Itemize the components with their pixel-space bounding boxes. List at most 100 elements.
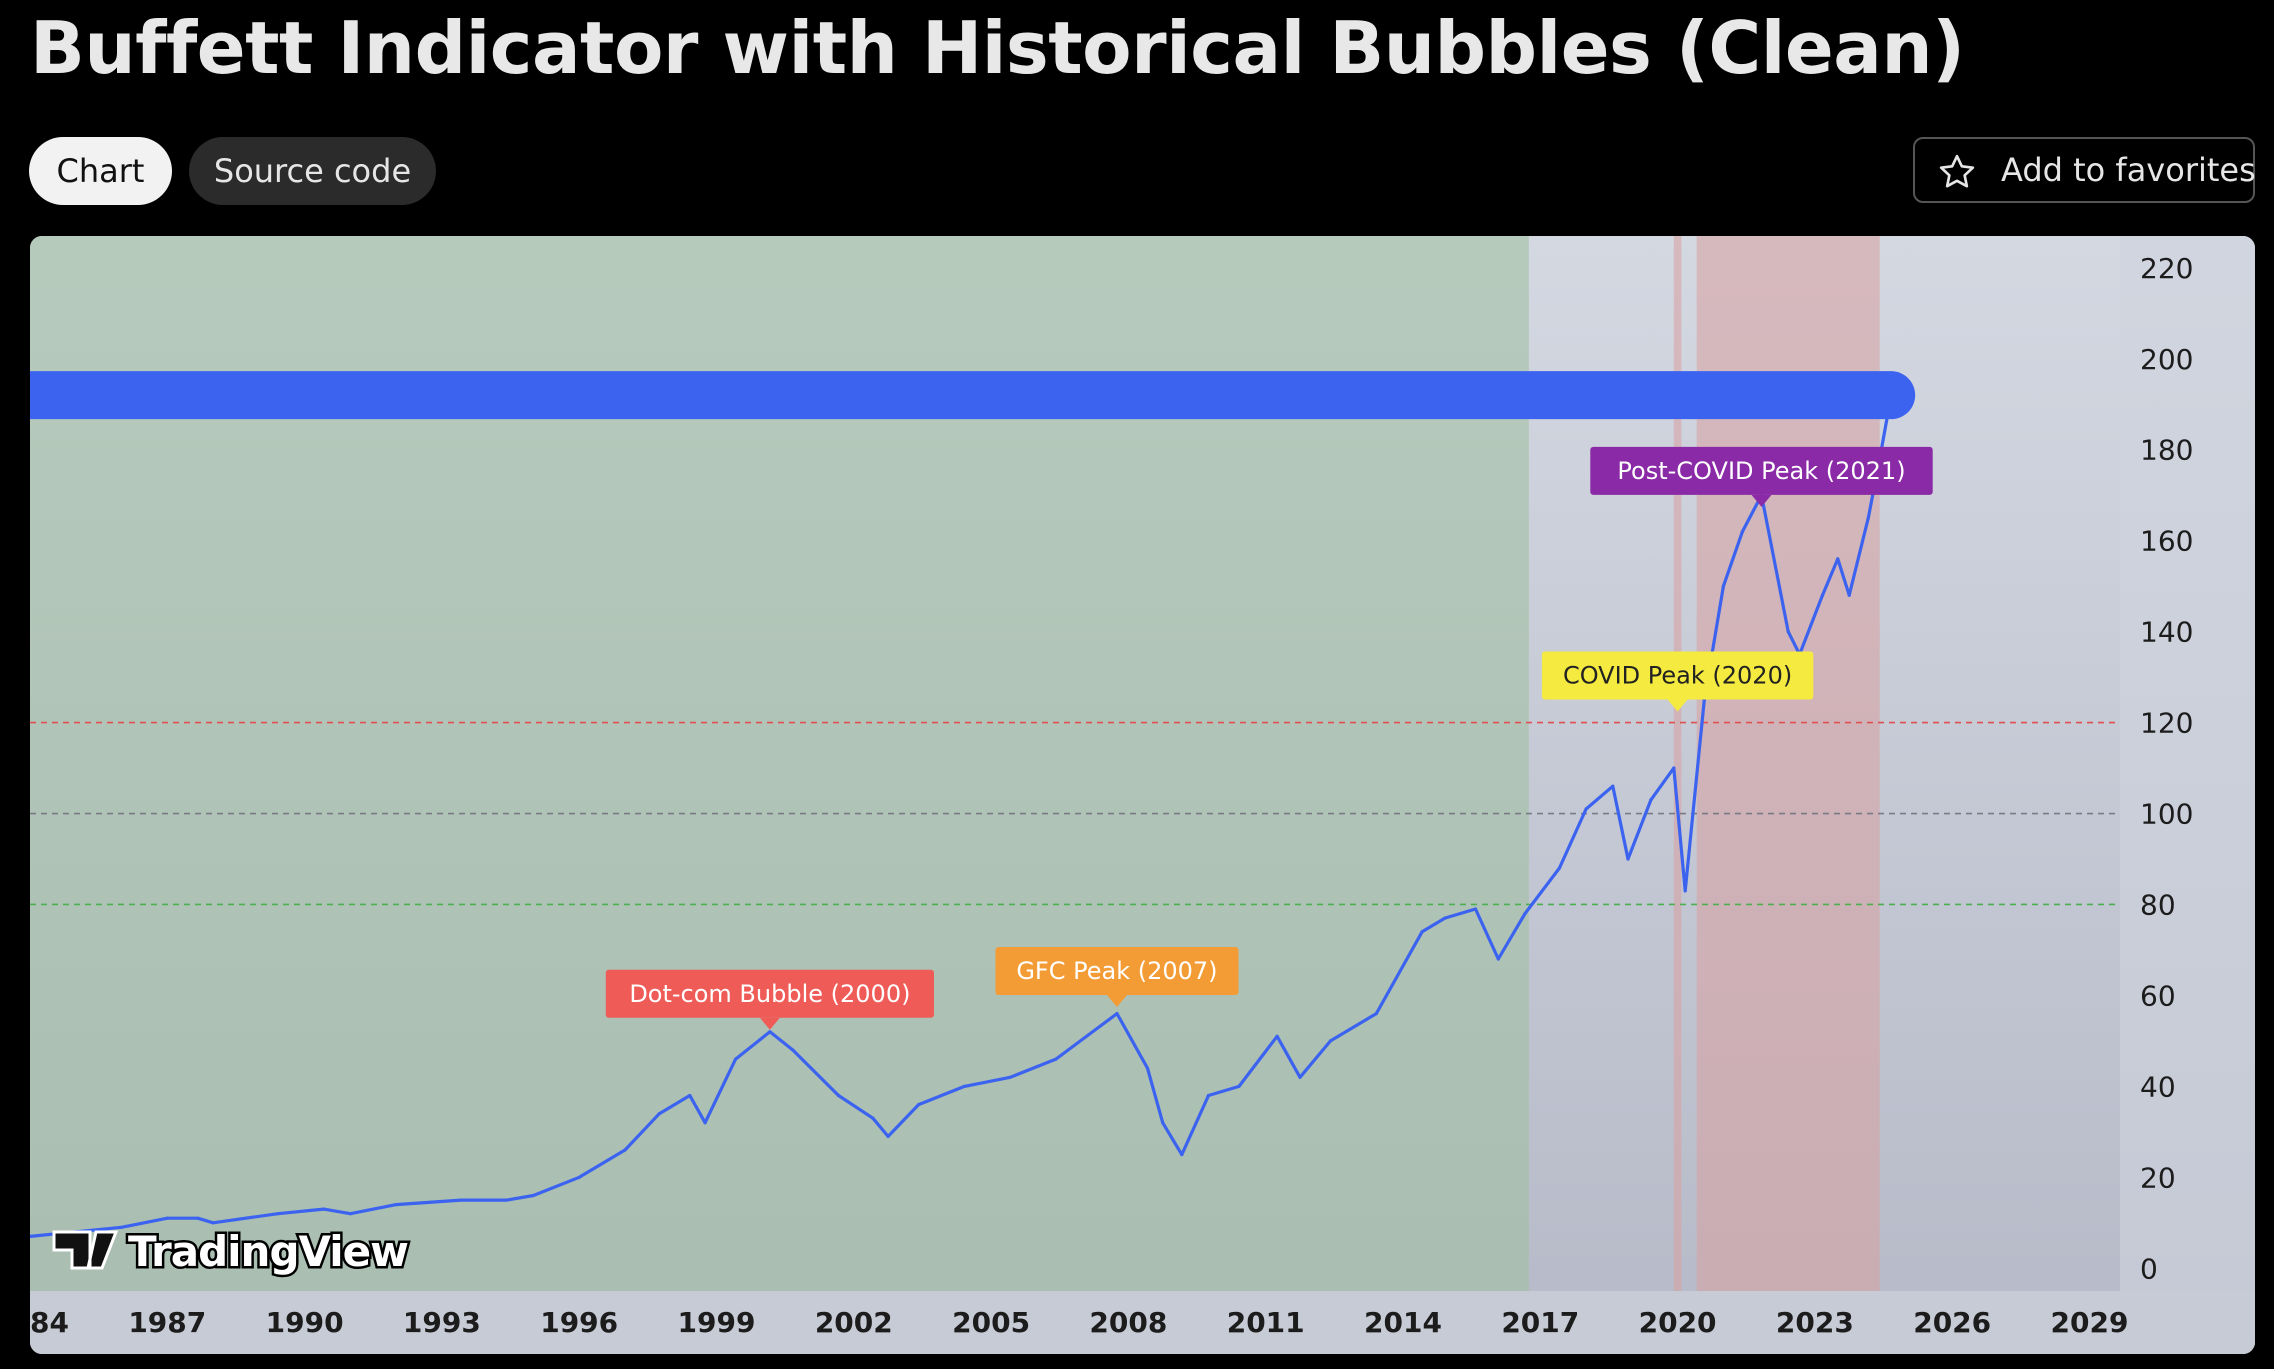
current-value-bar bbox=[30, 371, 1916, 420]
data-point bbox=[1683, 889, 1687, 893]
data-point bbox=[623, 1148, 627, 1152]
y-tick-label: 40 bbox=[2140, 1070, 2176, 1103]
tab-chart[interactable]: Chart bbox=[29, 137, 172, 205]
y-tick-label: 200 bbox=[2140, 343, 2193, 376]
data-point bbox=[196, 1216, 200, 1220]
data-point bbox=[703, 1121, 707, 1125]
data-point bbox=[871, 1116, 875, 1120]
data-point bbox=[962, 1084, 966, 1088]
data-point bbox=[394, 1202, 398, 1207]
chart-panel[interactable]: Dot-com Bubble (2000) GFC Peak (2007) COVI… bbox=[30, 236, 2255, 1354]
annotation-0: Dot-com Bubble (2000) bbox=[605, 969, 934, 1030]
data-point bbox=[733, 1057, 738, 1061]
annotation-label: GFC Peak (2007) bbox=[1016, 957, 1217, 985]
data-point bbox=[459, 1198, 463, 1202]
annotation-label: COVID Peak (2020) bbox=[1563, 661, 1792, 689]
data-point bbox=[657, 1112, 661, 1116]
data-point bbox=[768, 1030, 772, 1034]
data-point bbox=[1115, 1012, 1119, 1016]
data-point bbox=[1611, 784, 1615, 788]
data-point bbox=[1847, 593, 1851, 597]
data-point bbox=[1420, 930, 1424, 934]
data-point bbox=[1626, 857, 1630, 861]
data-point bbox=[1206, 1093, 1211, 1098]
annotation-box bbox=[605, 969, 934, 1018]
data-point bbox=[1161, 1121, 1165, 1125]
annotation-label: Dot-com Bubble (2000) bbox=[629, 980, 910, 1008]
annotation-3: Post-COVID Peak (2021) bbox=[1590, 446, 1933, 507]
tab-source-code[interactable]: Source code bbox=[189, 137, 436, 205]
data-point bbox=[886, 1134, 890, 1138]
tradingview-icon bbox=[52, 1230, 119, 1270]
data-point bbox=[276, 1212, 280, 1216]
annotation-2: COVID Peak (2020) bbox=[1541, 651, 1814, 712]
data-point bbox=[1054, 1057, 1058, 1061]
x-tick-label: 2002 bbox=[815, 1306, 893, 1339]
data-point bbox=[505, 1198, 509, 1202]
data-point bbox=[836, 1093, 841, 1098]
data-point bbox=[348, 1212, 352, 1216]
y-tick-label: 100 bbox=[2140, 798, 2193, 831]
data-point bbox=[1496, 957, 1500, 961]
x-tick-label: 1990 bbox=[266, 1306, 344, 1339]
data-point bbox=[211, 1221, 215, 1225]
x-tick-label: 2005 bbox=[952, 1306, 1030, 1339]
annotation-1: GFC Peak (2007) bbox=[995, 947, 1239, 1008]
data-point bbox=[1557, 866, 1561, 870]
data-point bbox=[1889, 393, 1893, 397]
data-point bbox=[1584, 807, 1588, 811]
chart-canvas[interactable]: Dot-com Bubble (2000) GFC Peak (2007) COVI… bbox=[30, 236, 2255, 1354]
data-point bbox=[1008, 1075, 1012, 1079]
y-tick-label: 0 bbox=[2140, 1252, 2158, 1285]
y-tick-label: 220 bbox=[2140, 252, 2193, 285]
data-point bbox=[688, 1093, 692, 1098]
star-icon bbox=[1939, 154, 1975, 188]
data-point bbox=[1298, 1075, 1302, 1079]
data-point bbox=[30, 1234, 32, 1239]
data-point bbox=[917, 1102, 921, 1107]
x-tick-label: 1996 bbox=[540, 1306, 618, 1339]
annotation-label: Post-COVID Peak (2021) bbox=[1617, 457, 1905, 485]
annotation-pointer bbox=[1667, 699, 1688, 712]
y-tick-label: 80 bbox=[2140, 888, 2176, 921]
x-tick-label: 2029 bbox=[2051, 1306, 2129, 1339]
data-point bbox=[531, 1193, 536, 1198]
annotation-pointer bbox=[1106, 995, 1127, 1008]
x-tick-label: 2026 bbox=[1913, 1306, 1991, 1339]
add-to-favorites-label: Add to favorites bbox=[2001, 151, 2256, 189]
x-axis-area bbox=[30, 1291, 2255, 1354]
y-tick-label: 140 bbox=[2140, 616, 2193, 649]
data-point bbox=[1649, 798, 1653, 802]
data-point bbox=[1237, 1084, 1241, 1088]
data-point bbox=[119, 1225, 124, 1229]
y-tick-label: 160 bbox=[2140, 525, 2193, 558]
data-point bbox=[791, 1048, 795, 1052]
x-tick-label: 2008 bbox=[1089, 1306, 1167, 1339]
data-point bbox=[1473, 907, 1478, 911]
data-point bbox=[1786, 630, 1790, 634]
data-point bbox=[1443, 916, 1447, 920]
y-tick-label: 120 bbox=[2140, 707, 2193, 740]
data-point bbox=[1374, 1012, 1378, 1016]
x-tick-label: 2020 bbox=[1639, 1306, 1717, 1339]
annotation-box bbox=[1590, 446, 1933, 495]
add-to-favorites-button[interactable]: Add to favorites bbox=[1913, 137, 2256, 203]
tradingview-wordmark: TradingView bbox=[128, 1227, 408, 1276]
annotation-pointer bbox=[1751, 494, 1772, 507]
x-tick-label: 1993 bbox=[403, 1306, 481, 1339]
data-point bbox=[577, 1175, 581, 1179]
x-tick-label: 2017 bbox=[1501, 1306, 1579, 1339]
tradingview-logo: TradingView bbox=[52, 1225, 412, 1279]
annotation-box bbox=[995, 947, 1239, 996]
shaded-region-1 bbox=[1673, 236, 1682, 1291]
data-point bbox=[1866, 516, 1870, 520]
x-tick-label: 2011 bbox=[1227, 1306, 1305, 1339]
data-point bbox=[1740, 529, 1745, 534]
y-tick-label: 180 bbox=[2140, 434, 2193, 467]
x-tick-label: 2014 bbox=[1364, 1306, 1442, 1339]
data-point bbox=[1328, 1039, 1333, 1043]
data-point bbox=[1523, 911, 1527, 916]
data-point bbox=[1180, 1152, 1184, 1157]
data-point bbox=[1820, 593, 1825, 597]
x-tick-label: 1999 bbox=[678, 1306, 756, 1339]
